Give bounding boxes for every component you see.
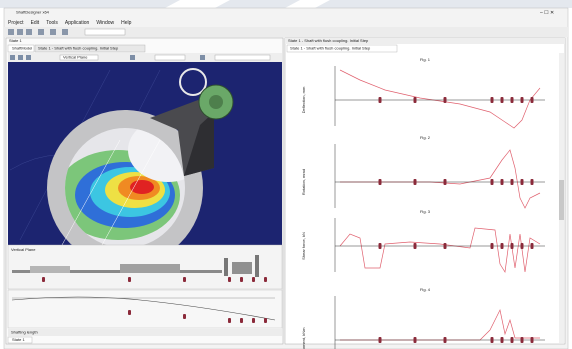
bearing-marker bbox=[531, 337, 534, 343]
screen: ShaftDesigner x64 – ☐ ✕ Project Edit Tools… bbox=[0, 0, 572, 349]
zoom-dropdown[interactable] bbox=[85, 29, 125, 35]
status-text: Shafting length bbox=[11, 330, 38, 335]
menu-item[interactable]: Tools bbox=[46, 20, 58, 26]
menu-item[interactable]: Project bbox=[8, 20, 24, 26]
bearing-marker bbox=[414, 179, 417, 185]
bearing-marker bbox=[379, 179, 382, 185]
menu-item[interactable]: Help bbox=[121, 20, 132, 26]
flange bbox=[224, 258, 228, 276]
page: {"window": {"title": "ShaftDesigner x64"… bbox=[0, 0, 572, 349]
window-title: ShaftDesigner x64 bbox=[16, 10, 50, 15]
banner bbox=[0, 0, 572, 8]
figure-title: Fig. 1 bbox=[420, 57, 431, 62]
bearing-marker bbox=[531, 179, 534, 185]
tool-button[interactable] bbox=[26, 55, 31, 60]
bearing bbox=[240, 318, 243, 323]
tab-label[interactable]: State 1 - Shaft with flush coupling. Ini… bbox=[290, 46, 371, 51]
menu-item[interactable]: Edit bbox=[31, 20, 40, 26]
bottom-tab-label[interactable]: State 1 bbox=[12, 337, 25, 342]
y-axis-label: Deflection, mm bbox=[301, 86, 306, 113]
stress-zone bbox=[130, 180, 154, 194]
shaft-segment bbox=[30, 266, 70, 273]
figure-title: Fig. 4 bbox=[420, 287, 431, 292]
shaft-segment bbox=[120, 264, 180, 273]
bearing-marker bbox=[491, 337, 494, 343]
bearing-marker bbox=[444, 337, 447, 343]
tool-button[interactable] bbox=[17, 29, 23, 35]
bearing-marker bbox=[521, 243, 524, 249]
status-row bbox=[8, 329, 282, 336]
menu-item[interactable]: Application bbox=[65, 20, 90, 26]
state-dropdown[interactable] bbox=[215, 55, 270, 60]
bearing bbox=[252, 277, 255, 282]
tool-button[interactable] bbox=[10, 55, 15, 60]
bearing bbox=[228, 318, 231, 323]
bearing bbox=[228, 277, 231, 282]
bearing-marker bbox=[491, 97, 494, 103]
figure-title: Fig. 3 bbox=[420, 209, 431, 214]
bearing-marker bbox=[414, 337, 417, 343]
bearing-marker bbox=[444, 179, 447, 185]
tool-button[interactable] bbox=[50, 29, 56, 35]
bearing-marker bbox=[501, 243, 504, 249]
figure-title: Fig. 2 bbox=[420, 135, 431, 140]
tab-label[interactable]: State 1 - Shaft with flush coupling. Ini… bbox=[38, 46, 119, 51]
bearing-marker bbox=[379, 243, 382, 249]
bearing-marker bbox=[511, 243, 514, 249]
bearing-marker bbox=[379, 337, 382, 343]
bearing-marker bbox=[521, 97, 524, 103]
y-axis-label: Shear force, kN bbox=[301, 232, 306, 260]
bearing-marker bbox=[414, 97, 417, 103]
bearing bbox=[183, 314, 186, 319]
bearing-marker bbox=[521, 179, 524, 185]
profile-label: Vertical Plane bbox=[11, 247, 36, 252]
gear-hub bbox=[209, 95, 223, 109]
bearing-marker bbox=[501, 337, 504, 343]
bearing-marker bbox=[531, 97, 534, 103]
y-axis-label: Rotation, mrad bbox=[301, 169, 306, 195]
right-panel bbox=[285, 38, 565, 344]
flange bbox=[255, 255, 259, 277]
bearing-marker bbox=[444, 97, 447, 103]
bearing bbox=[128, 277, 131, 282]
tool-button[interactable] bbox=[200, 55, 205, 60]
tool-button[interactable] bbox=[62, 29, 68, 35]
bearing-marker bbox=[501, 179, 504, 185]
bearing-marker bbox=[511, 179, 514, 185]
bearing bbox=[183, 277, 186, 282]
bearing-marker bbox=[501, 97, 504, 103]
tool-button[interactable] bbox=[8, 29, 14, 35]
bearing bbox=[264, 318, 267, 323]
bearing bbox=[240, 277, 243, 282]
plane-dropdown-label: Vertical Plane bbox=[63, 55, 88, 60]
gearbox bbox=[232, 262, 252, 274]
bearing-marker bbox=[491, 179, 494, 185]
display-dropdown[interactable] bbox=[155, 55, 185, 60]
left-panel-title: State 1 bbox=[9, 38, 22, 43]
bearing-marker bbox=[414, 243, 417, 249]
menu-item[interactable]: Window bbox=[96, 20, 114, 26]
right-panel-title: State 1 - Shaft with flush coupling. Ini… bbox=[288, 38, 369, 43]
bearing-marker bbox=[511, 337, 514, 343]
window-controls[interactable]: – ☐ ✕ bbox=[540, 10, 554, 16]
y-axis-label: Moment, kNm bbox=[301, 327, 306, 349]
tool-button[interactable] bbox=[38, 29, 44, 35]
bearing bbox=[252, 318, 255, 323]
tool-button[interactable] bbox=[18, 55, 23, 60]
tool-button[interactable] bbox=[26, 29, 32, 35]
bearing-marker bbox=[491, 243, 494, 249]
bearing-marker bbox=[379, 97, 382, 103]
tool-button[interactable] bbox=[130, 55, 135, 60]
bearing-marker bbox=[531, 243, 534, 249]
bearing bbox=[42, 277, 45, 282]
bearing-marker bbox=[521, 337, 524, 343]
scroll-thumb[interactable] bbox=[559, 180, 564, 220]
bearing bbox=[264, 277, 267, 282]
bearing-marker bbox=[511, 97, 514, 103]
bearing-marker bbox=[444, 243, 447, 249]
bearing bbox=[128, 310, 131, 315]
tab-label[interactable]: ShaftModel bbox=[12, 46, 32, 51]
